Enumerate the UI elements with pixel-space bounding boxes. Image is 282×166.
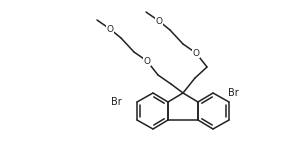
Text: O: O [107,25,113,34]
Text: Br: Br [228,88,239,98]
Text: O: O [144,56,151,66]
Text: O: O [193,48,199,57]
Text: O: O [155,16,162,26]
Text: Br: Br [111,97,122,107]
